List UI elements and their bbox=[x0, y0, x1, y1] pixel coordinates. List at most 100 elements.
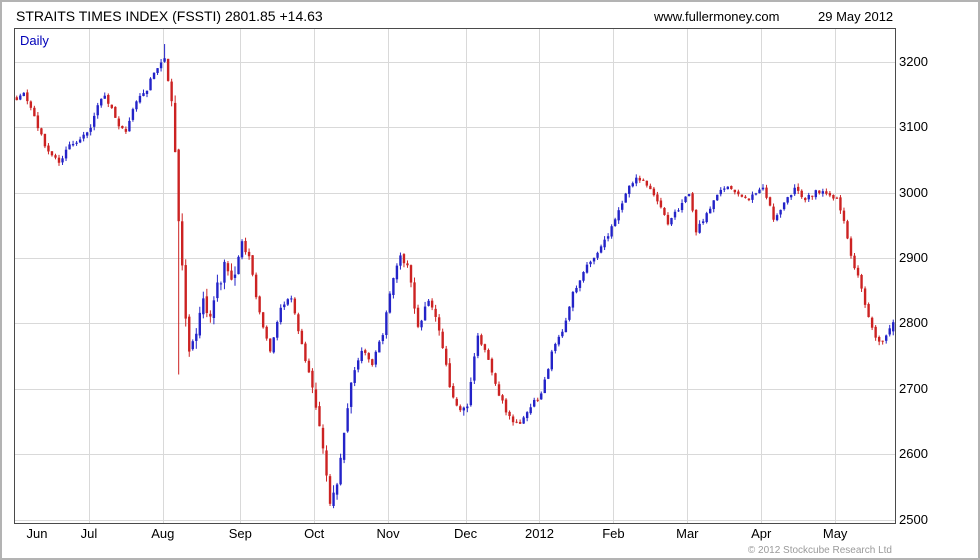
candle bbox=[561, 329, 564, 338]
candle bbox=[452, 383, 455, 399]
candle bbox=[631, 181, 634, 188]
candle bbox=[849, 236, 853, 259]
candle bbox=[821, 188, 825, 197]
candle bbox=[163, 44, 166, 63]
candle bbox=[892, 319, 895, 336]
candle bbox=[226, 261, 230, 276]
candle bbox=[536, 397, 539, 403]
candle bbox=[19, 93, 22, 101]
candle bbox=[568, 306, 571, 322]
candle bbox=[335, 482, 339, 500]
candle bbox=[33, 105, 36, 117]
candle bbox=[691, 192, 694, 213]
candle bbox=[469, 377, 473, 407]
candle bbox=[117, 116, 121, 130]
candle bbox=[747, 198, 751, 202]
candle bbox=[659, 197, 663, 209]
candle bbox=[828, 190, 832, 198]
candle bbox=[36, 112, 40, 131]
candle bbox=[230, 263, 233, 281]
candle bbox=[825, 188, 828, 196]
candle bbox=[43, 133, 47, 149]
candle bbox=[26, 89, 29, 105]
x-axis-tick-label: 2012 bbox=[525, 526, 554, 541]
candle bbox=[663, 207, 666, 216]
x-axis-tick-label: Nov bbox=[376, 526, 400, 541]
y-axis-tick-label: 3200 bbox=[899, 53, 928, 69]
candle bbox=[152, 72, 156, 80]
candle bbox=[508, 410, 511, 420]
candle bbox=[881, 340, 884, 345]
candle bbox=[758, 187, 761, 194]
candle bbox=[395, 263, 399, 283]
candle bbox=[589, 260, 592, 268]
candle bbox=[166, 58, 170, 82]
candle bbox=[670, 217, 673, 226]
candle bbox=[761, 184, 765, 191]
candle bbox=[737, 189, 740, 197]
y-axis-tick-label: 2700 bbox=[899, 380, 928, 396]
candle bbox=[856, 265, 860, 278]
candle bbox=[258, 295, 261, 315]
candle bbox=[529, 403, 532, 415]
candle bbox=[311, 368, 314, 394]
candle bbox=[585, 261, 589, 274]
candle bbox=[547, 368, 550, 380]
candle bbox=[374, 350, 377, 368]
candle bbox=[807, 192, 810, 202]
x-axis-tick-label: Apr bbox=[751, 526, 772, 541]
candle bbox=[754, 192, 758, 196]
candle bbox=[173, 95, 177, 153]
candle bbox=[378, 340, 381, 353]
candle bbox=[694, 209, 698, 236]
candle bbox=[860, 273, 863, 292]
candle bbox=[286, 298, 289, 306]
candle bbox=[406, 260, 409, 268]
candle bbox=[265, 325, 268, 341]
candle bbox=[82, 131, 85, 142]
candle bbox=[399, 252, 402, 270]
candle bbox=[300, 328, 304, 345]
candle bbox=[888, 324, 891, 337]
candle bbox=[64, 146, 68, 162]
candle bbox=[283, 301, 286, 310]
candle bbox=[709, 206, 712, 214]
y-axis: 2500 2600 2700 2800 2900 3000 3100 3200 bbox=[899, 29, 969, 527]
x-axis-tick-label: May bbox=[822, 526, 848, 541]
candle bbox=[184, 259, 187, 327]
candle bbox=[170, 78, 173, 107]
frequency-label: Daily bbox=[20, 33, 49, 48]
candle bbox=[388, 291, 392, 314]
candle bbox=[599, 244, 603, 254]
candle bbox=[839, 195, 842, 214]
candle bbox=[195, 328, 198, 349]
candle bbox=[603, 236, 606, 251]
candle bbox=[768, 196, 772, 207]
candle bbox=[557, 334, 561, 347]
candle bbox=[687, 193, 691, 197]
candle bbox=[427, 298, 430, 307]
candle bbox=[57, 154, 61, 166]
candle bbox=[212, 296, 216, 325]
candle bbox=[635, 174, 638, 187]
candle bbox=[40, 127, 43, 136]
candle bbox=[617, 207, 620, 224]
candle bbox=[251, 255, 254, 277]
candle bbox=[402, 253, 406, 268]
candle bbox=[613, 217, 617, 227]
candle bbox=[272, 336, 275, 354]
candle bbox=[367, 352, 370, 363]
candle bbox=[533, 397, 536, 408]
date-label: 29 May 2012 bbox=[818, 9, 894, 24]
candle bbox=[497, 381, 501, 397]
x-axis-tick-label: Jun bbox=[26, 526, 48, 541]
candle bbox=[624, 192, 627, 203]
candle bbox=[54, 153, 57, 160]
candle bbox=[437, 314, 441, 336]
candle bbox=[430, 298, 434, 311]
candles-group bbox=[15, 44, 895, 509]
candle bbox=[550, 349, 553, 372]
candle bbox=[490, 357, 494, 376]
y-axis-tick-label: 2600 bbox=[899, 446, 928, 462]
candle bbox=[244, 237, 247, 255]
